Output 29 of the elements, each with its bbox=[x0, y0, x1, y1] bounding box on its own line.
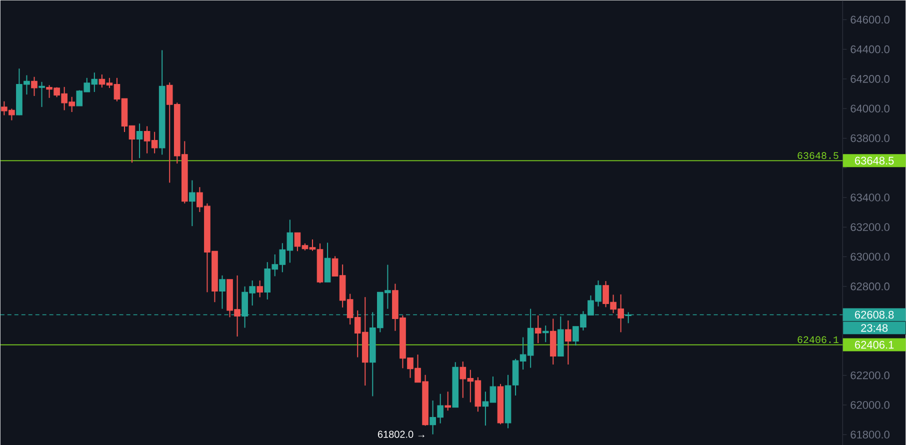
y-tick-label: 64400.0 bbox=[850, 45, 890, 54]
candlestick bbox=[219, 274, 226, 310]
y-tick-label: 61800.0 bbox=[850, 430, 890, 438]
text: 63648.5 bbox=[855, 156, 894, 164]
y-tick-label: 62200.0 bbox=[850, 371, 890, 380]
candlestick bbox=[534, 314, 542, 344]
y-tick-label: 62800.0 bbox=[850, 282, 890, 290]
y-tick-label: 63000.0 bbox=[850, 252, 890, 260]
candlestick bbox=[565, 320, 572, 365]
y-tick-label: 63200.0 bbox=[850, 223, 890, 231]
y-tick-label: 63400.0 bbox=[850, 193, 890, 202]
text: 23:48 bbox=[861, 324, 888, 332]
candlestick bbox=[542, 324, 549, 342]
candlestick bbox=[31, 76, 38, 96]
y-tick-label: 64600.0 bbox=[850, 16, 890, 24]
y-tick-label: 64200.0 bbox=[850, 74, 890, 83]
text: 62406.1 bbox=[855, 340, 894, 348]
ref-line-label: 62406.1 bbox=[798, 336, 838, 343]
ref-line-label: 62608.8 bbox=[855, 310, 894, 318]
candlestick bbox=[189, 180, 196, 226]
candlestick bbox=[444, 390, 452, 411]
ref-line-label: 63648.5 bbox=[798, 152, 838, 159]
y-tick-label: 63800.0 bbox=[850, 134, 890, 142]
y-tick-label: 62000.0 bbox=[850, 400, 890, 409]
candlestick bbox=[256, 280, 264, 298]
annotation: 61802.0 → bbox=[378, 430, 424, 438]
y-tick-label: 64000.0 bbox=[850, 104, 890, 112]
candlestick bbox=[136, 122, 143, 158]
candlestick bbox=[38, 81, 45, 108]
